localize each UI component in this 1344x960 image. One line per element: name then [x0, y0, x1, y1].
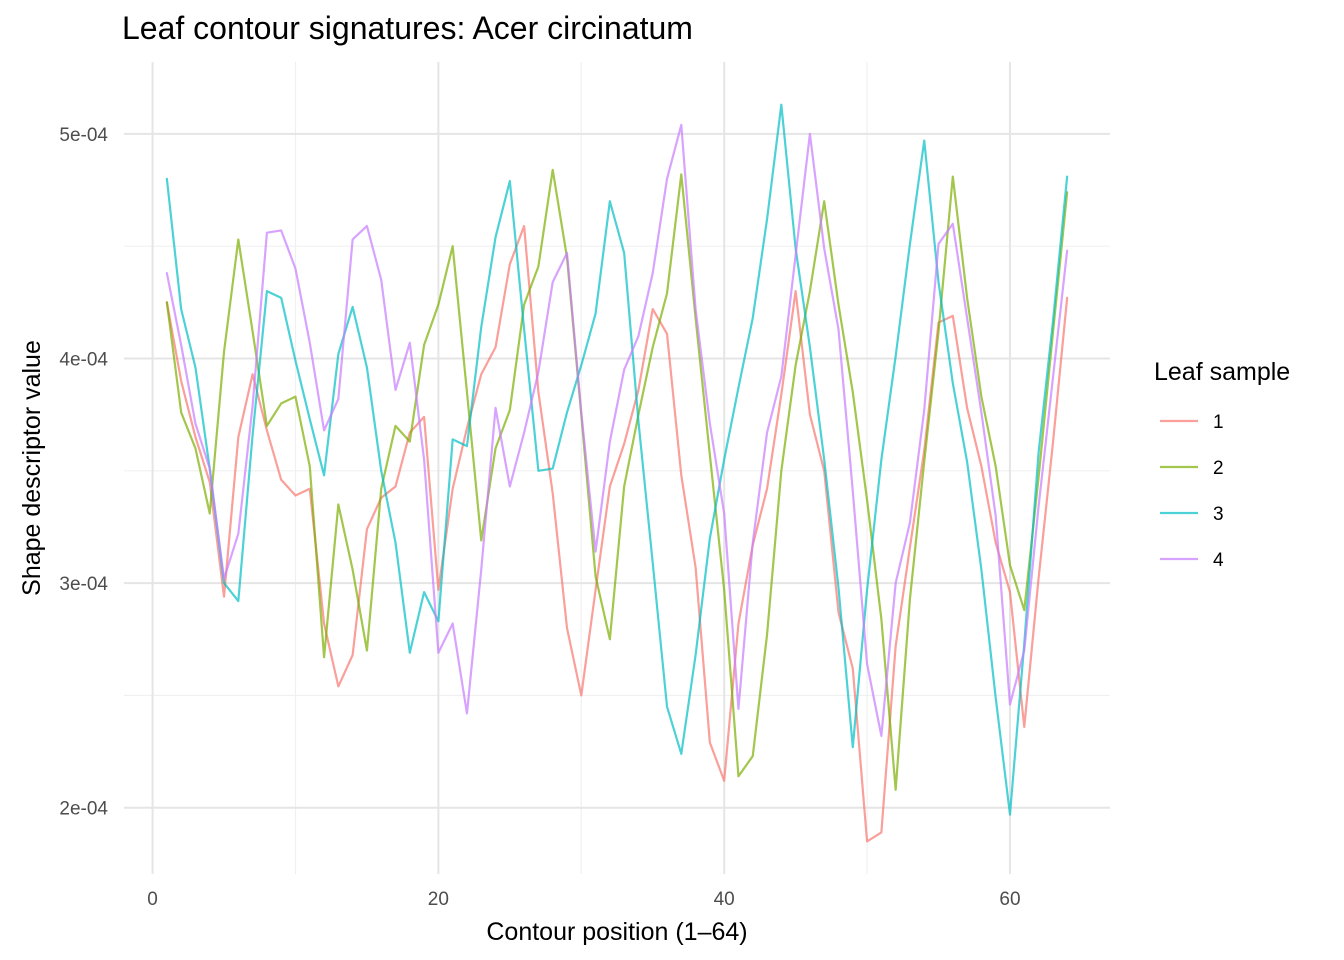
x-tick-label: 20	[428, 889, 449, 910]
series-lines	[165, 103, 1069, 843]
legend-label-1: 1	[1213, 412, 1224, 433]
x-axis-title: Contour position (1–64)	[486, 918, 747, 946]
y-axis-tick-labels: 2e-04 3e-04 4e-04 5e-04	[59, 125, 108, 820]
series-line-3	[165, 103, 1069, 816]
legend-label-4: 4	[1213, 550, 1224, 571]
y-tick-label: 2e-04	[59, 799, 108, 820]
chart-title: Leaf contour signatures: Acer circinatum	[122, 10, 693, 46]
y-axis-title: Shape descriptor value	[18, 340, 46, 596]
y-tick-label: 4e-04	[59, 349, 108, 370]
major-gridlines	[124, 62, 1110, 874]
y-tick-label: 5e-04	[59, 125, 108, 146]
x-tick-label: 40	[714, 889, 735, 910]
series-line-4	[165, 123, 1069, 737]
legend: Leaf sample 1 2 3 4	[1154, 358, 1290, 571]
series-line-2	[165, 168, 1069, 791]
legend-title: Leaf sample	[1154, 358, 1290, 386]
y-tick-label: 3e-04	[59, 574, 108, 595]
x-tick-label: 0	[147, 889, 158, 910]
x-tick-label: 60	[999, 889, 1020, 910]
x-axis-tick-labels: 0 20 40 60	[147, 889, 1020, 910]
legend-label-3: 3	[1213, 504, 1224, 525]
legend-label-2: 2	[1213, 458, 1224, 479]
